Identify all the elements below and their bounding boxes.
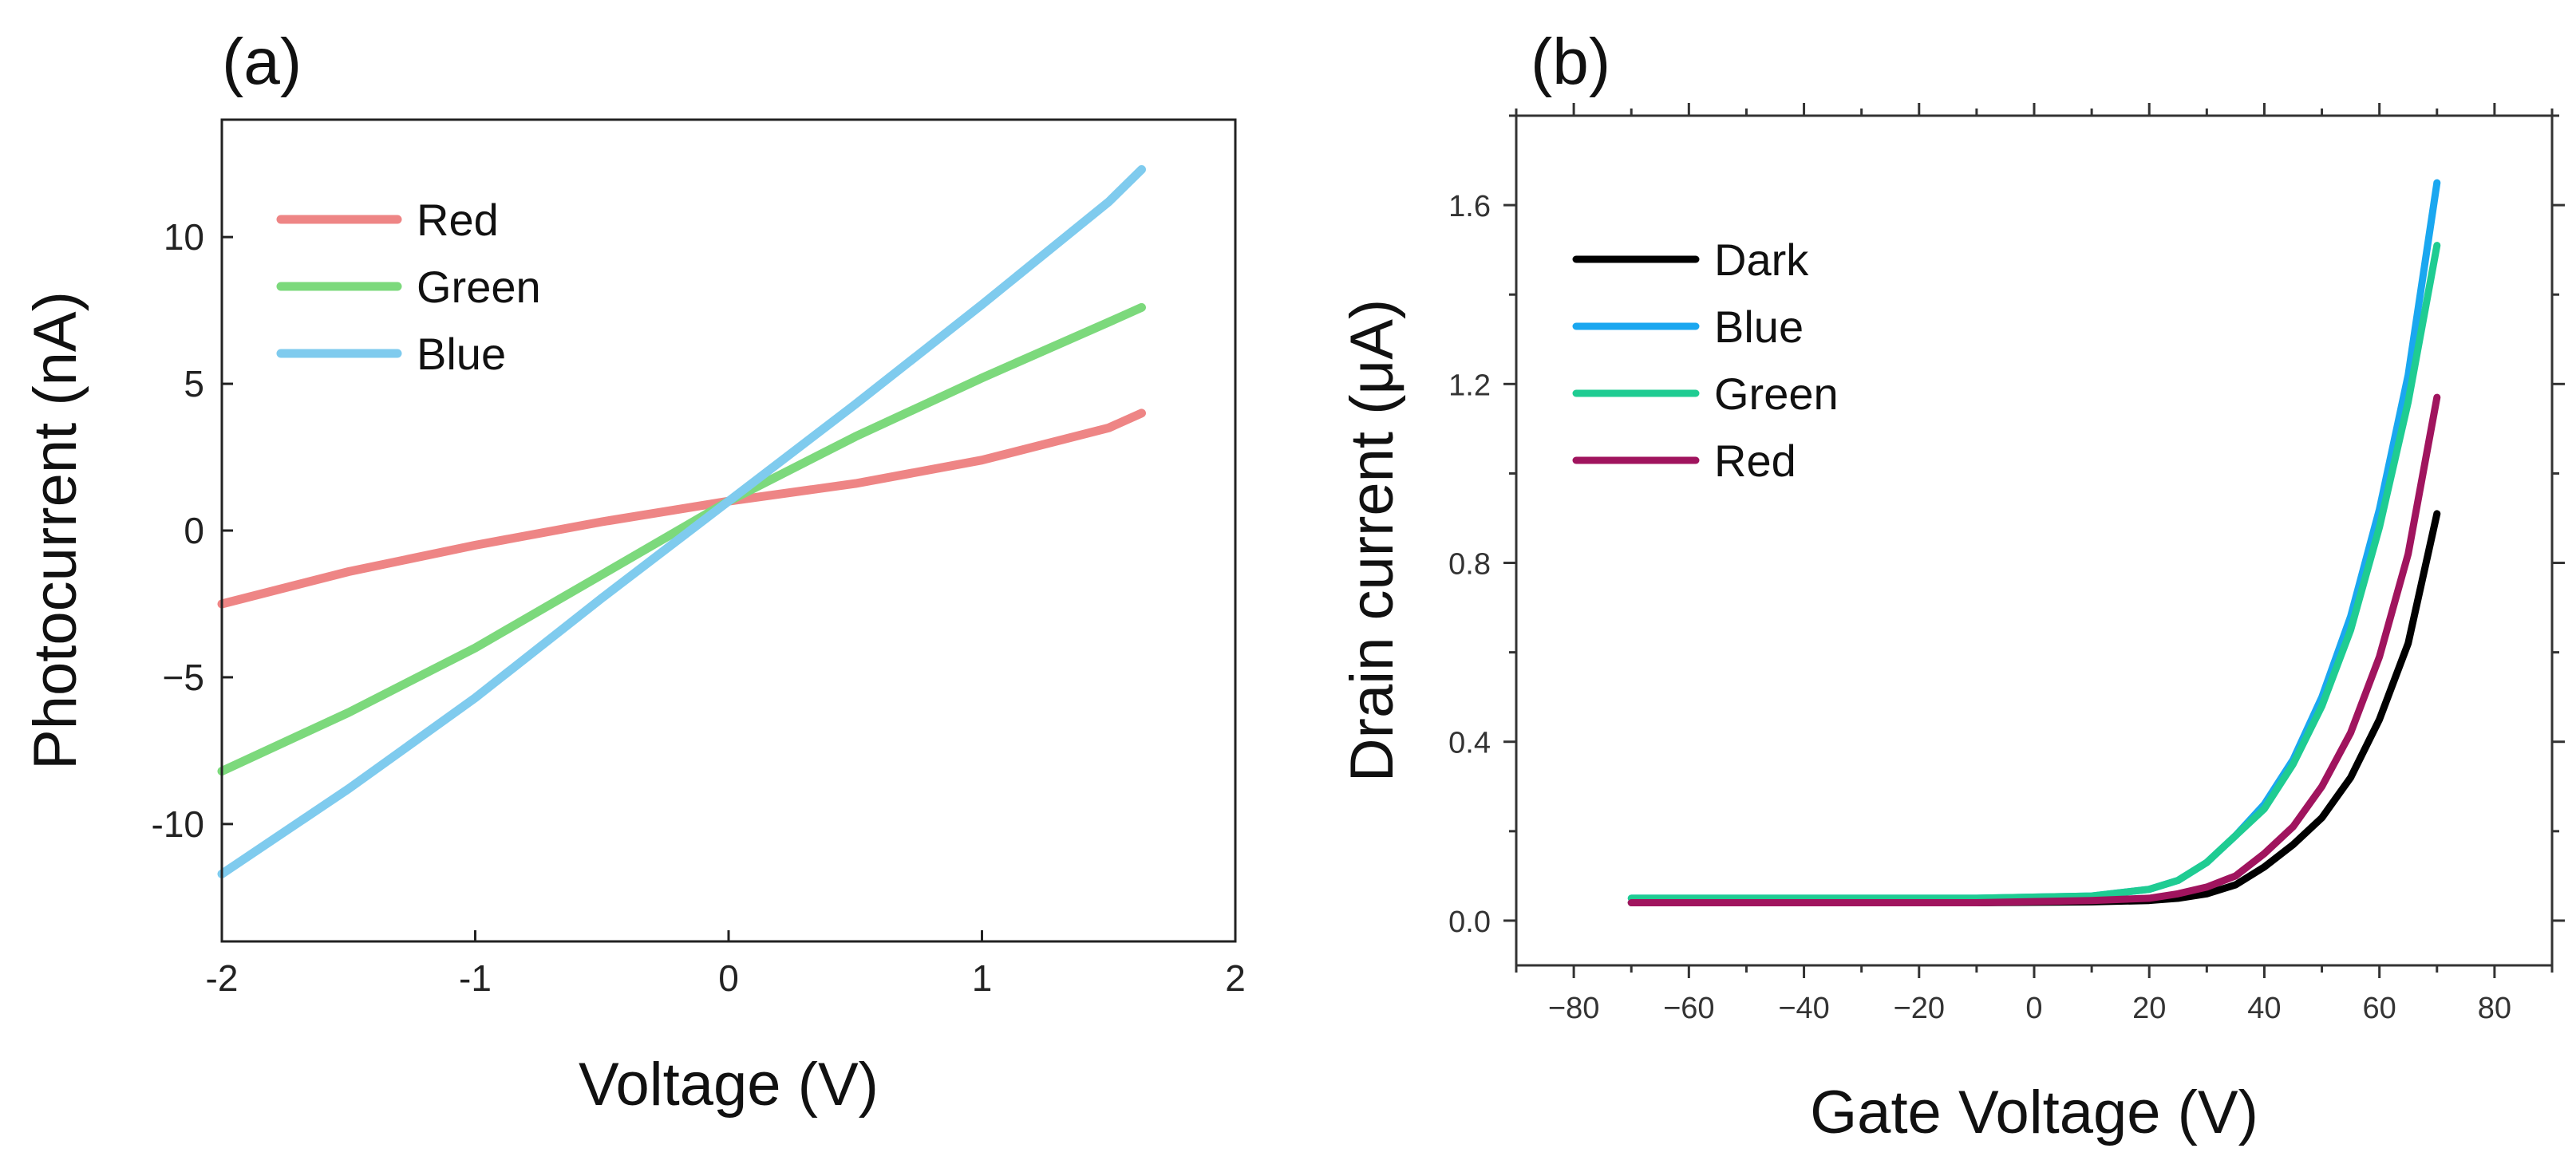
x-tick-label-b: 60 [2363, 992, 2396, 1025]
y-tick-label-a: 5 [184, 363, 204, 404]
panel-a-label: (a) [222, 26, 302, 98]
series-line-green [1627, 242, 2441, 902]
x-tick-label-b: 40 [2247, 992, 2281, 1025]
x-axis-label-a: Voltage (V) [579, 1051, 879, 1119]
x-tick-label-a: 0 [718, 957, 739, 999]
legend-label-red: Red [417, 195, 499, 245]
legend-label-green: Green [1714, 369, 1839, 419]
y-tick-label-a: 0 [184, 510, 204, 551]
y-tick-label-a: -10 [152, 803, 204, 845]
y-tick-label-b: 1.2 [1448, 369, 1491, 402]
y-axis-label-a: Photocurrent (nA) [22, 291, 89, 770]
legend-label-blue: Blue [417, 329, 506, 379]
x-tick-label-b: 20 [2132, 992, 2166, 1025]
legend-label-dark: Dark [1714, 235, 1809, 285]
series-line-blue [217, 165, 1146, 878]
x-tick-label-b: 80 [2478, 992, 2511, 1025]
series-line-red [1627, 393, 2441, 906]
series-line-red [217, 408, 1146, 609]
x-tick-label-b: −60 [1663, 992, 1714, 1025]
panel-b-plot: (b) −80 −60 −40 −20 0 20 40 60 80 0.0 0.4 0.8 1.2 1.6 G… [1338, 26, 2565, 1146]
x-tick-label-b: −80 [1548, 992, 1599, 1025]
y-tick-label-b: 0.0 [1448, 906, 1491, 939]
x-tick-label-a: -1 [459, 957, 492, 999]
plot-a-frame [220, 118, 1237, 943]
x-tick-label-b: −20 [1894, 992, 1945, 1025]
panel-b-label: (b) [1531, 26, 1610, 98]
x-tick-label-a: 1 [972, 957, 993, 999]
y-tick-label-a: −5 [163, 657, 204, 698]
y-tick-label-b: 1.6 [1448, 190, 1491, 223]
y-tick-label-b: 0.8 [1448, 548, 1491, 582]
y-tick-label-a: 10 [164, 216, 204, 258]
legend-label-green: Green [417, 262, 541, 312]
x-tick-label-a: -2 [206, 957, 239, 999]
legend-b: Dark Blue Green Red [1572, 235, 1839, 486]
x-axis-label-b: Gate Voltage (V) [1810, 1079, 2258, 1146]
y-axis-label-b: Drain current (μA) [1338, 299, 1406, 782]
x-tick-label-b: 0 [2025, 992, 2042, 1025]
legend-label-red: Red [1714, 436, 1796, 486]
x-tick-label-b: −40 [1778, 992, 1829, 1025]
y-tick-label-b: 0.4 [1448, 727, 1491, 760]
x-tick-label-a: 2 [1225, 957, 1246, 999]
plot-b-frame [1515, 114, 2554, 967]
legend-a: Red Green Blue [276, 195, 541, 379]
legend-label-blue: Blue [1714, 302, 1804, 352]
